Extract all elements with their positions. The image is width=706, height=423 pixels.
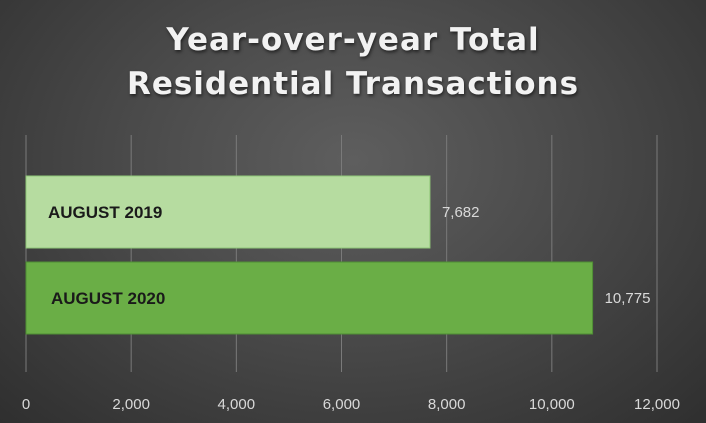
x-tick-label: 10,000	[529, 396, 575, 413]
data-label: 7,682	[442, 204, 480, 221]
x-tick-label: 12,000	[634, 396, 680, 413]
category-label: AUGUST 2019	[48, 203, 162, 222]
data-label: 10,775	[605, 290, 651, 307]
x-tick-label: 8,000	[428, 396, 466, 413]
bar	[25, 175, 431, 249]
chart-title-line-1: Year-over-year Total	[166, 22, 540, 58]
bar	[25, 261, 594, 335]
chart-title: Year-over-year Total Residential Transac…	[0, 18, 706, 106]
x-tick-label: 2,000	[112, 396, 150, 413]
x-tick-label: 6,000	[323, 396, 361, 413]
x-tick-label: 0	[22, 396, 30, 413]
chart-title-line-2: Residential Transactions	[126, 66, 580, 102]
category-label: AUGUST 2020	[51, 289, 165, 308]
x-tick-label: 4,000	[218, 396, 256, 413]
